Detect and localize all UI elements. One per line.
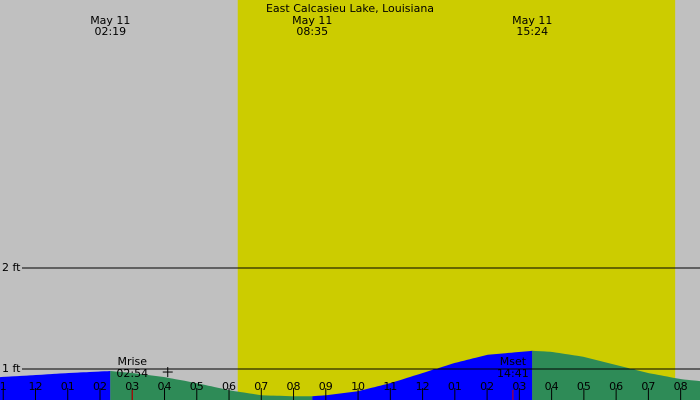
y-tick-label: 2 ft bbox=[2, 261, 21, 274]
x-tick-label: 04 bbox=[158, 380, 172, 393]
tide-event-date: May 11 bbox=[512, 14, 552, 27]
x-tick-label: 01 bbox=[448, 380, 462, 393]
falling-tide-area bbox=[532, 350, 700, 400]
y-tick-label: 1 ft bbox=[2, 362, 21, 375]
x-tick-label: 08 bbox=[287, 380, 301, 393]
tide-area-layer bbox=[0, 350, 700, 400]
tide-event-date: May 11 bbox=[292, 14, 332, 27]
x-tick-label: 06 bbox=[222, 380, 236, 393]
tide-event-date: May 11 bbox=[90, 14, 130, 27]
moon-event-label: Mrise bbox=[117, 355, 147, 368]
x-tick-label: 12 bbox=[416, 380, 430, 393]
x-tick-label: 04 bbox=[545, 380, 559, 393]
moon-event-time: 14:41 bbox=[497, 367, 529, 380]
falling-tide-area bbox=[110, 371, 313, 400]
label-layer: East Calcasieu Lake, Louisiana 2 ft 1 ft 1… bbox=[0, 2, 688, 393]
x-tick-label: 08 bbox=[674, 380, 688, 393]
x-tick-label: 02 bbox=[93, 380, 107, 393]
tide-event-time: 08:35 bbox=[296, 25, 328, 38]
x-tick-label: 09 bbox=[319, 380, 333, 393]
tide-event-time: 15:24 bbox=[516, 25, 548, 38]
rising-tide-area bbox=[312, 350, 533, 400]
x-tick-label: 02 bbox=[480, 380, 494, 393]
moon-event-label: Mset bbox=[500, 355, 527, 368]
x-tick-label: 1 bbox=[0, 380, 7, 393]
x-tick-label: 05 bbox=[190, 380, 204, 393]
gridline-layer bbox=[2, 267, 700, 400]
x-tick-label: 01 bbox=[61, 380, 75, 393]
x-tick-label: 11 bbox=[383, 380, 397, 393]
x-tick-label: 05 bbox=[577, 380, 591, 393]
x-tick-label: 03 bbox=[512, 380, 526, 393]
x-tick-label: 07 bbox=[641, 380, 655, 393]
x-tick-label: 06 bbox=[609, 380, 623, 393]
rising-tide-area bbox=[0, 371, 111, 400]
x-tick-label: 12 bbox=[28, 380, 42, 393]
moon-event-time: 02:54 bbox=[116, 367, 148, 380]
x-tick-label: 10 bbox=[351, 380, 365, 393]
x-tick-label: 03 bbox=[125, 380, 139, 393]
tide-event-time: 02:19 bbox=[94, 25, 126, 38]
chart-title: East Calcasieu Lake, Louisiana bbox=[266, 2, 434, 15]
daylight-band bbox=[237, 0, 676, 400]
x-tick-label: 07 bbox=[254, 380, 268, 393]
